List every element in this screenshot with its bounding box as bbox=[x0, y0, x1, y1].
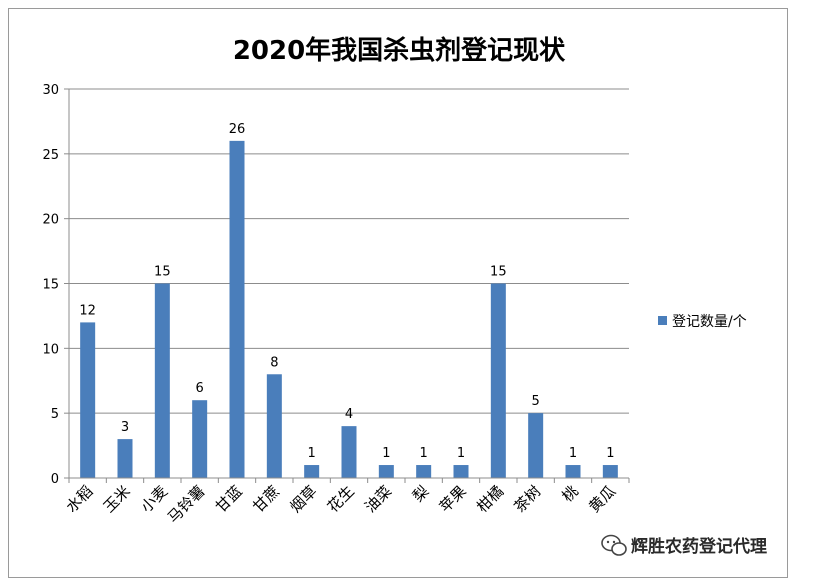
data-label: 4 bbox=[345, 407, 353, 422]
bar bbox=[341, 426, 357, 478]
category-label: 苹果 bbox=[436, 482, 470, 516]
y-tick-label: 25 bbox=[42, 148, 59, 163]
category-label: 油菜 bbox=[361, 482, 395, 516]
category-label: 柑橘 bbox=[473, 482, 507, 516]
data-label: 12 bbox=[79, 303, 96, 318]
legend-label: 登记数量/个 bbox=[672, 314, 747, 330]
legend-swatch bbox=[658, 316, 667, 325]
category-label: 甘蓝 bbox=[212, 482, 246, 516]
bar bbox=[602, 465, 618, 478]
category-label: 烟草 bbox=[287, 482, 321, 516]
bar bbox=[528, 413, 544, 478]
y-tick-label: 0 bbox=[51, 472, 59, 487]
category-label: 玉米 bbox=[100, 482, 134, 516]
bar bbox=[266, 374, 282, 478]
category-label: 梨 bbox=[409, 482, 432, 505]
data-label: 3 bbox=[121, 420, 129, 435]
bar bbox=[565, 465, 581, 478]
bar bbox=[453, 465, 469, 478]
category-label: 甘蔗 bbox=[249, 482, 283, 516]
data-label: 15 bbox=[154, 265, 171, 280]
y-tick-label: 20 bbox=[42, 213, 59, 228]
watermark: 辉胜农药登记代理 bbox=[601, 534, 767, 557]
y-tick-label: 5 bbox=[51, 407, 59, 422]
chart-frame: 2020年我国杀虫剂登记现状 0 5 10 15 20 25 30 12 3 15 6 26 8 1 4 1… bbox=[8, 8, 788, 578]
watermark-text: 辉胜农药登记代理 bbox=[631, 536, 767, 557]
data-label: 26 bbox=[229, 122, 246, 137]
gridlines bbox=[69, 88, 629, 414]
data-label: 1 bbox=[382, 446, 390, 461]
bar bbox=[229, 140, 245, 478]
x-axis: 水稻 玉米 小麦马铃薯 甘蓝 甘蔗 烟草 花生 油菜梨苹果 柑橘 茶树桃黄瓜 bbox=[63, 477, 630, 527]
data-label: 1 bbox=[308, 446, 316, 461]
bar bbox=[192, 400, 208, 478]
category-label: 黄瓜 bbox=[585, 482, 619, 516]
data-label: 8 bbox=[270, 355, 278, 370]
data-labels: 12 3 15 6 26 8 1 4 1 1 1 15 5 1 1 bbox=[79, 122, 614, 461]
data-label: 5 bbox=[532, 394, 540, 409]
data-label: 1 bbox=[569, 446, 577, 461]
data-label: 1 bbox=[420, 446, 428, 461]
bars bbox=[80, 140, 618, 478]
legend: 登记数量/个 bbox=[658, 314, 747, 330]
bar bbox=[80, 322, 96, 478]
category-label: 茶树 bbox=[511, 482, 545, 516]
wechat-icon bbox=[601, 534, 627, 556]
bar bbox=[416, 465, 432, 478]
category-label: 桃 bbox=[558, 482, 581, 505]
bar bbox=[378, 465, 394, 478]
data-label: 1 bbox=[606, 446, 614, 461]
chart-title: 2020年我国杀虫剂登记现状 bbox=[233, 35, 566, 66]
data-label: 15 bbox=[490, 265, 507, 280]
category-label: 马铃薯 bbox=[164, 482, 209, 527]
data-label: 1 bbox=[457, 446, 465, 461]
bar bbox=[490, 283, 506, 478]
y-tick-label: 15 bbox=[42, 278, 59, 293]
bar bbox=[154, 283, 170, 478]
bar bbox=[117, 439, 133, 478]
y-tick-label: 30 bbox=[42, 83, 59, 98]
bar bbox=[304, 465, 320, 478]
category-label: 花生 bbox=[324, 482, 358, 516]
y-axis: 0 5 10 15 20 25 30 bbox=[42, 83, 70, 487]
category-label: 水稻 bbox=[63, 482, 97, 516]
y-tick-label: 10 bbox=[42, 342, 59, 357]
data-label: 6 bbox=[196, 381, 204, 396]
